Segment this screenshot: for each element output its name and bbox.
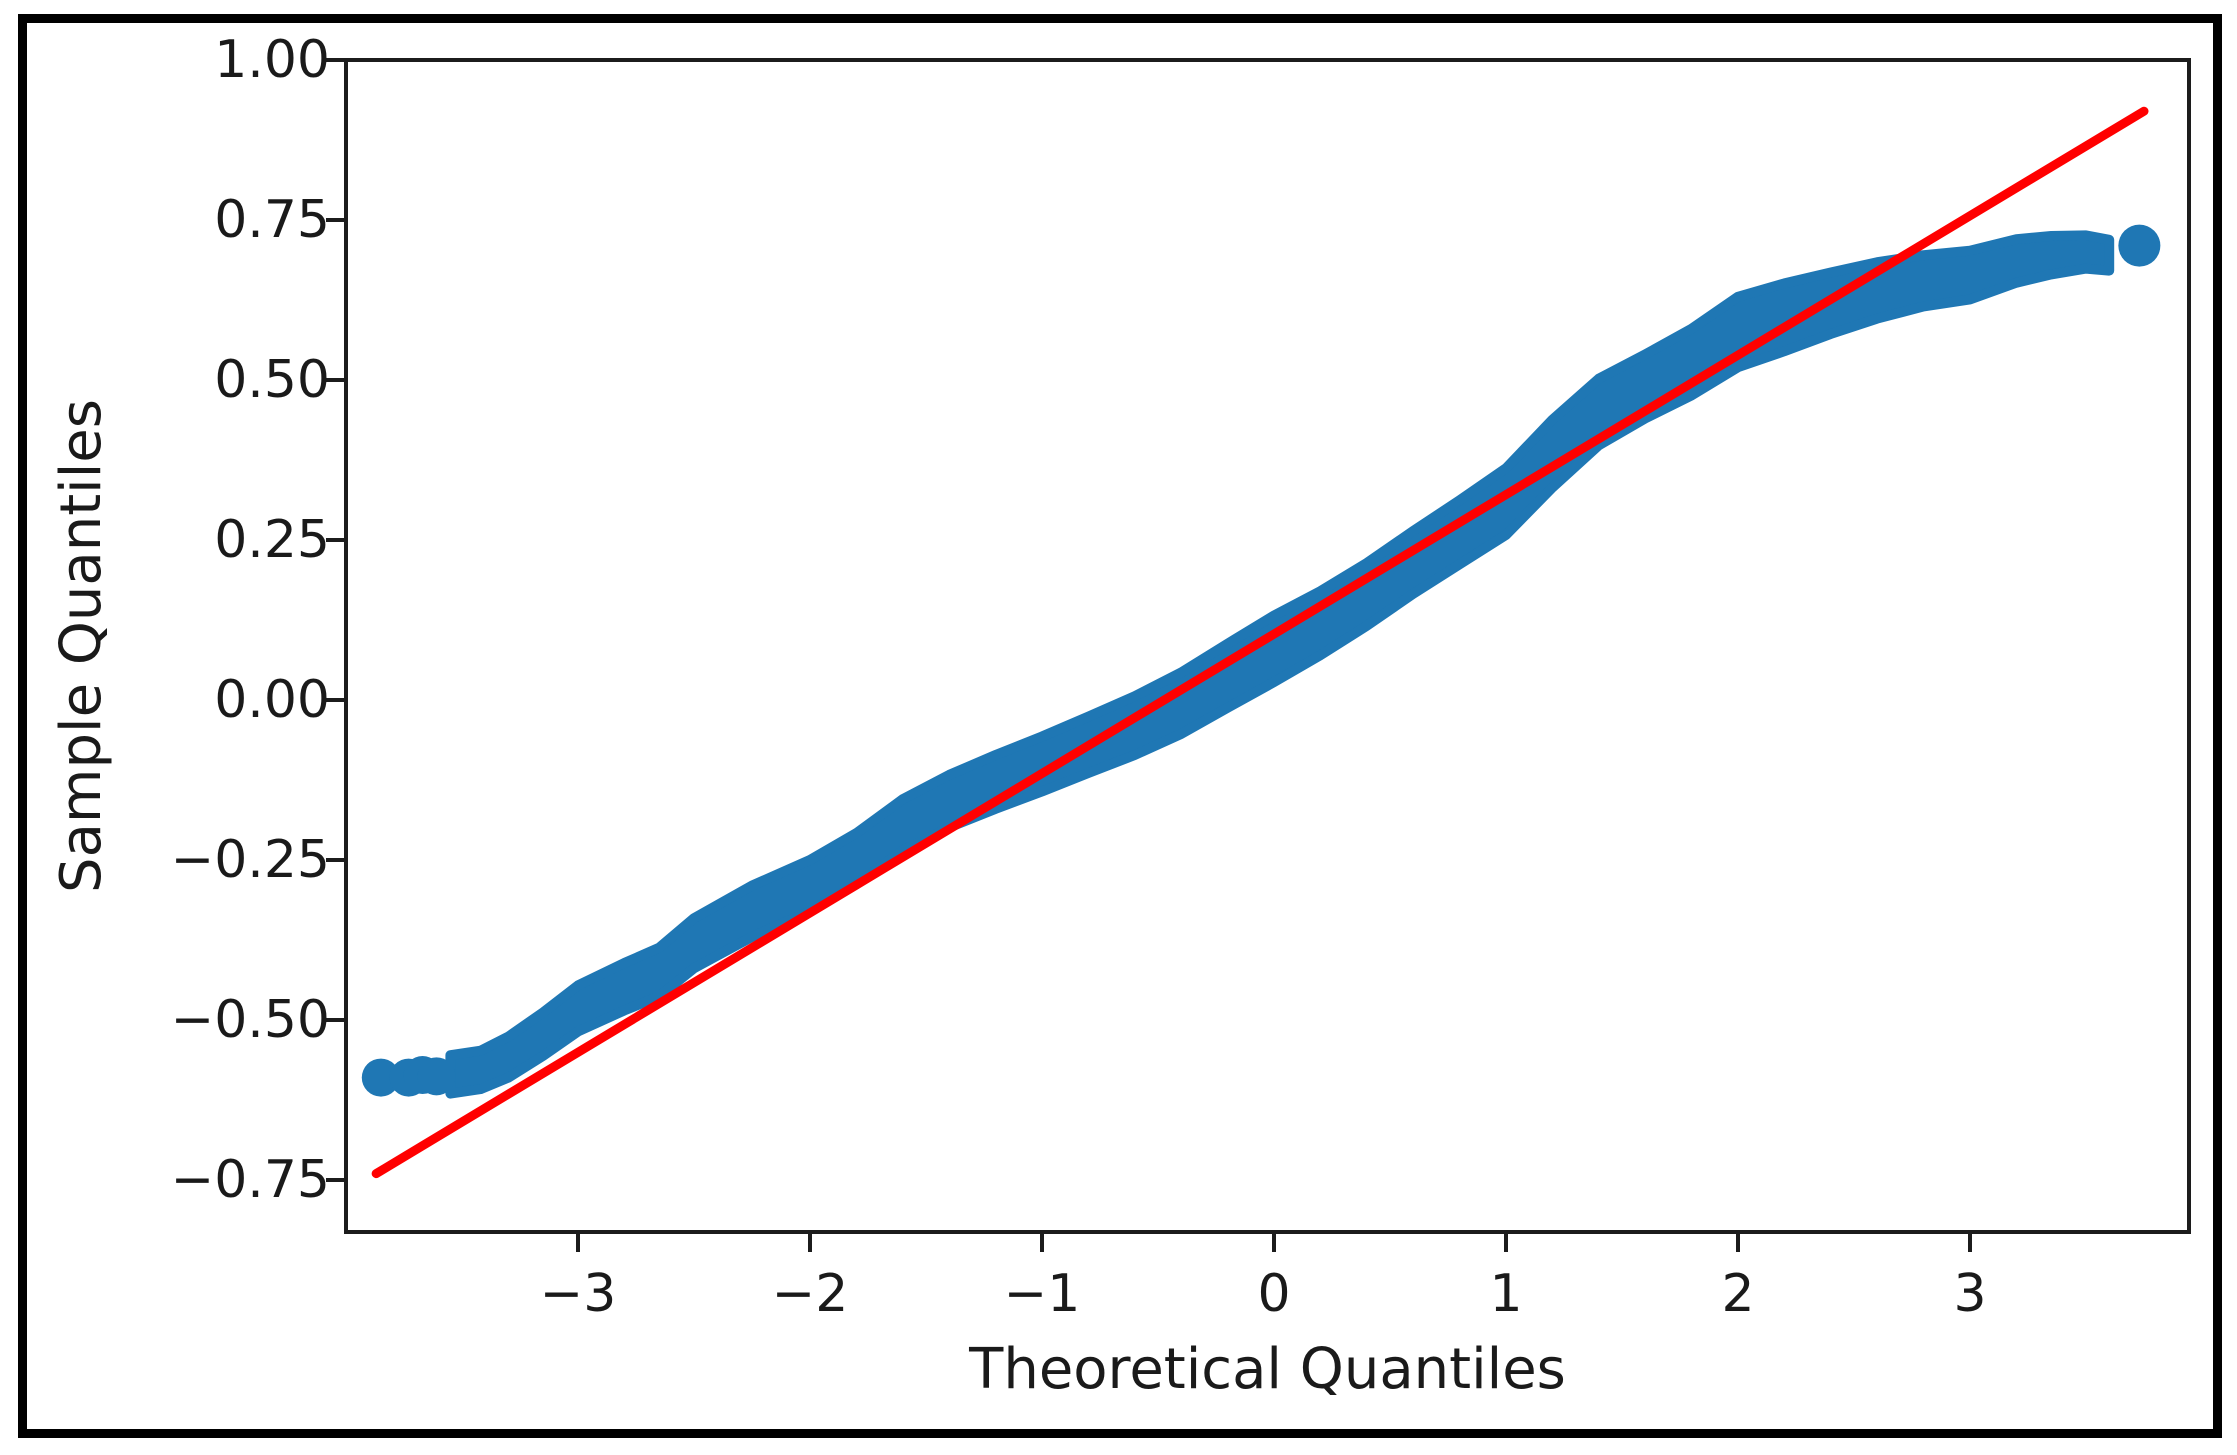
y-tick-label: −0.75	[170, 1150, 330, 1210]
left-tail-point	[361, 1058, 400, 1097]
y-tick-label: −0.25	[170, 830, 330, 890]
sample-quantiles-band	[445, 230, 2115, 1099]
x-tick-label: 1	[1489, 1264, 1523, 1324]
right-tail-point	[2118, 224, 2161, 267]
reference-line	[371, 106, 2149, 1179]
y-axis-label: Sample Quantiles	[49, 399, 114, 893]
y-tick-label: −0.50	[170, 990, 330, 1050]
scatter-band	[445, 230, 2115, 1099]
x-tick-label: −1	[1003, 1264, 1081, 1324]
x-tick-label: −2	[771, 1264, 849, 1324]
left-tail-point	[417, 1057, 456, 1096]
x-tick-label: 3	[1953, 1264, 1987, 1324]
y-tick-label: 0.00	[214, 670, 330, 730]
y-tick-label: 0.25	[214, 510, 330, 570]
x-tick-label: −3	[539, 1264, 617, 1324]
tail-scatter-points	[361, 224, 2161, 1097]
figure-border	[18, 14, 2222, 1438]
x-tick-label: 2	[1721, 1264, 1755, 1324]
y-tick-label: 0.50	[214, 350, 330, 410]
x-tick-label: 0	[1257, 1264, 1291, 1324]
x-axis-label: Theoretical Quantiles	[969, 1337, 1566, 1402]
plot-spines	[344, 58, 2191, 1234]
qq-reference-line	[371, 106, 2149, 1179]
y-tick-label: 1.00	[214, 30, 330, 90]
axes-spines-and-ticks	[326, 58, 2191, 1252]
y-tick-label: 0.75	[214, 190, 330, 250]
